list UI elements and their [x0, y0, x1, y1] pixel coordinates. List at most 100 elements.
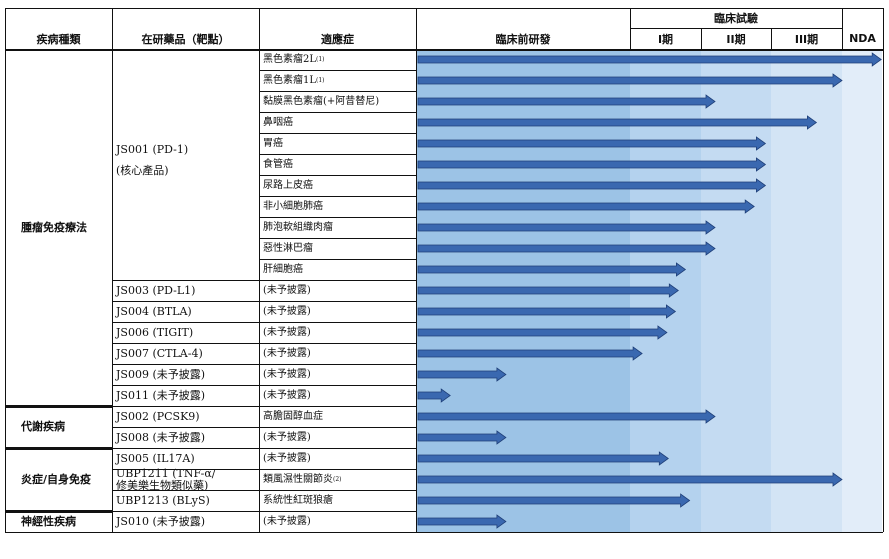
- grid-line: [259, 175, 416, 176]
- indication-text: 胃癌: [263, 137, 283, 149]
- grid-line: [259, 469, 416, 470]
- grid-line: [259, 385, 416, 386]
- drug-label-lines: JS005 (IL17A): [116, 452, 195, 465]
- grid-line: [259, 364, 416, 365]
- indication-text: 黏膜黑色素瘤(+阿昔替尼): [263, 95, 380, 107]
- drug-label: JS007 (CTLA-4): [112, 343, 259, 364]
- grid-line: [112, 301, 259, 302]
- indication-label: 高膽固醇血症: [259, 406, 416, 427]
- drug-label: UBP1213 (BLyS): [112, 490, 259, 511]
- footnote-marker: (1): [316, 55, 325, 63]
- grid-line: [5, 532, 883, 533]
- indication-label: (未予披露): [259, 448, 416, 469]
- progress-arrow: [417, 367, 507, 382]
- indication-label: 鼻咽癌: [259, 112, 416, 133]
- indication-text: 黑色素瘤1L: [263, 74, 317, 86]
- drug-label-lines: JS011 (未予披露): [116, 389, 205, 402]
- grid-line: [259, 196, 416, 197]
- indication-text: 系統性紅斑狼瘡: [263, 494, 333, 506]
- indication-text: 肝細胞癌: [263, 263, 303, 275]
- stage-background: [701, 49, 771, 532]
- drug-label-lines: JS009 (未予披露): [116, 368, 205, 381]
- progress-arrow: [417, 325, 668, 340]
- indication-label: 黏膜黑色素瘤(+阿昔替尼): [259, 91, 416, 112]
- grid-line: [112, 406, 259, 407]
- indication-text: (未予披露): [263, 452, 311, 464]
- drug-label-lines: JS010 (未予披露): [116, 515, 205, 528]
- grid-line: [259, 301, 416, 302]
- grid-line: [259, 322, 416, 323]
- grid-line: [112, 427, 259, 428]
- stage-background: [842, 49, 882, 532]
- header-indication: 適應症: [321, 32, 354, 46]
- drug-name-line: JS006 (TIGIT): [116, 325, 194, 339]
- indication-text: 鼻咽癌: [263, 116, 293, 128]
- indication-label: 黑色素瘤2L (1): [259, 49, 416, 70]
- indication-label: 肝細胞癌: [259, 259, 416, 280]
- progress-arrow: [417, 451, 669, 466]
- drug-label-lines: JS008 (未予披露): [116, 430, 206, 444]
- progress-arrow: [417, 472, 843, 487]
- indication-label: 胃癌: [259, 133, 416, 154]
- indication-text: 食管癌: [263, 158, 293, 170]
- drug-label-lines: JS004 (BTLA): [116, 304, 192, 318]
- drug-label: JS005 (IL17A): [112, 448, 259, 469]
- drug-name-line: JS007 (CTLA-4): [116, 346, 203, 360]
- drug-label: JS010 (未予披露): [112, 511, 259, 532]
- drug-name-line: JS008 (未予披露): [116, 430, 206, 444]
- drug-name-line: JS004 (BTLA): [116, 304, 192, 318]
- grid-line: [5, 49, 883, 51]
- indication-label: (未予披露): [259, 364, 416, 385]
- drug-label: JS011 (未予披露): [112, 385, 259, 406]
- progress-arrow: [417, 115, 818, 130]
- drug-name-line: JS001 (PD-1): [116, 142, 189, 156]
- progress-arrow: [417, 178, 767, 193]
- indication-label: (未予披露): [259, 427, 416, 448]
- indication-label: 尿路上皮癌: [259, 175, 416, 196]
- indication-text: 黑色素瘤2L: [263, 53, 317, 65]
- indication-label: 惡性淋巴瘤: [259, 238, 416, 259]
- grid-line: [259, 133, 416, 134]
- progress-arrow: [417, 409, 716, 424]
- drug-label-lines: UBP1213 (BLyS): [116, 494, 210, 507]
- grid-line: [259, 217, 416, 218]
- progress-arrow: [417, 283, 679, 298]
- grid-line: [259, 8, 260, 532]
- progress-arrow: [417, 73, 843, 88]
- grid-line: [112, 8, 113, 532]
- grid-line: [112, 469, 259, 470]
- progress-arrow: [417, 241, 716, 256]
- grid-line: [5, 8, 630, 9]
- indication-label: 黑色素瘤1L (1): [259, 70, 416, 91]
- grid-line: [112, 343, 259, 344]
- drug-label-lines: UBP1211 (TNF-α/修美樂生物類似藥): [116, 466, 216, 492]
- indication-label: (未予披露): [259, 280, 416, 301]
- indication-label: 類風濕性關節炎 (2): [259, 469, 416, 490]
- drug-label: JS004 (BTLA): [112, 301, 259, 322]
- drug-label: JS006 (TIGIT): [112, 322, 259, 343]
- header-phase2: II期: [726, 32, 746, 46]
- indication-label: 食管癌: [259, 154, 416, 175]
- grid-line: [112, 490, 259, 491]
- progress-arrow: [417, 388, 451, 403]
- grid-line: [259, 238, 416, 239]
- indication-text: (未予披露): [263, 326, 311, 338]
- grid-line: [5, 405, 112, 408]
- progress-arrow: [417, 262, 687, 277]
- grid-line: [630, 8, 883, 9]
- indication-text: 高膽固醇血症: [263, 410, 323, 422]
- header-phase3: III期: [794, 32, 819, 46]
- progress-arrow: [417, 514, 507, 529]
- grid-line: [630, 8, 631, 49]
- indication-text: 肺泡軟組織肉瘤: [263, 221, 333, 233]
- grid-line: [112, 280, 259, 281]
- drug-label-lines: JS001 (PD-1) (核心產品): [116, 142, 189, 186]
- grid-line: [259, 112, 416, 113]
- grid-line: [259, 511, 416, 512]
- grid-line: [259, 259, 416, 260]
- drug-name-line: UBP1211 (TNF-α/: [116, 466, 216, 480]
- grid-line: [259, 490, 416, 491]
- indication-label: (未予披露): [259, 322, 416, 343]
- grid-line: [259, 91, 416, 92]
- progress-arrow: [417, 52, 882, 67]
